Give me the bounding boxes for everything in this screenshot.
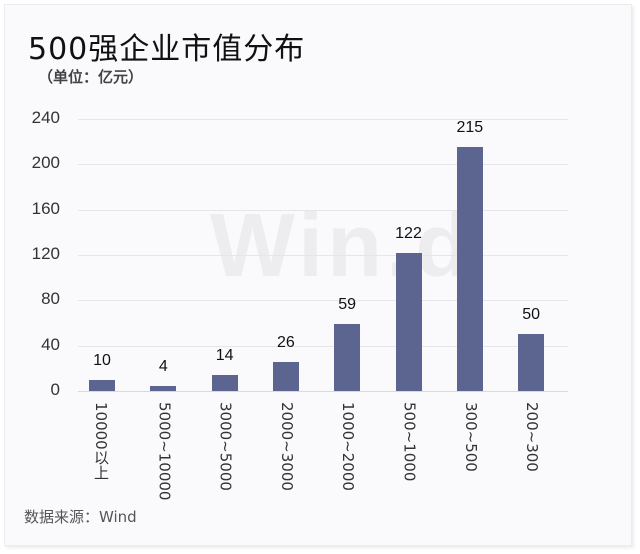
y-tick-label: 240 <box>31 108 60 127</box>
gridline <box>78 255 568 256</box>
gridline <box>78 209 568 211</box>
data-label: 26 <box>276 333 295 351</box>
bar-3000~5000 <box>211 375 238 391</box>
data-label: 10 <box>93 351 111 369</box>
y-tick-label: 200 <box>31 153 60 173</box>
chart-title: 500强企业市值分布 <box>28 32 306 67</box>
data-label: 4 <box>158 358 168 376</box>
bar-2000~3000 <box>272 361 299 391</box>
x-tick-label: 1000~2000 <box>339 402 358 491</box>
data-source: 数据来源：Wind <box>24 508 137 526</box>
y-tick-label: 160 <box>31 198 60 218</box>
bar-5000~10000 <box>150 386 177 391</box>
x-tick-label: 10000以上 <box>92 402 110 480</box>
data-label: 59 <box>338 296 357 314</box>
data-label: 50 <box>522 306 540 324</box>
y-tick-label: 80 <box>41 289 60 309</box>
data-label: 122 <box>395 224 422 242</box>
x-tick-label: 300~500 <box>461 402 480 472</box>
data-label: 14 <box>215 347 234 365</box>
x-axis-line <box>78 391 568 392</box>
unit-label: （单位：亿元） <box>38 68 144 86</box>
gridline <box>78 119 568 120</box>
wind-watermark: Win.d <box>210 196 475 296</box>
y-tick-label: 120 <box>31 244 60 263</box>
data-label: 215 <box>456 119 484 137</box>
x-tick-label: 5000~10000 <box>155 402 174 501</box>
chart-card <box>4 4 632 546</box>
bar-1000~2000 <box>334 324 361 391</box>
x-tick-label: 2000~3000 <box>277 402 296 491</box>
y-tick-label: 40 <box>41 334 60 354</box>
gridline <box>78 164 568 166</box>
x-tick-label: 500~1000 <box>400 402 419 482</box>
x-tick-label: 200~300 <box>523 402 542 472</box>
bar-200~300 <box>518 334 545 391</box>
bar-500~1000 <box>395 252 422 391</box>
bar-300~500 <box>456 147 483 391</box>
gridline <box>78 300 568 302</box>
x-tick-label: 3000~5000 <box>216 402 235 491</box>
bar-10000以上 <box>89 379 115 391</box>
y-tick-label: 0 <box>50 380 60 399</box>
gridline <box>78 345 568 347</box>
